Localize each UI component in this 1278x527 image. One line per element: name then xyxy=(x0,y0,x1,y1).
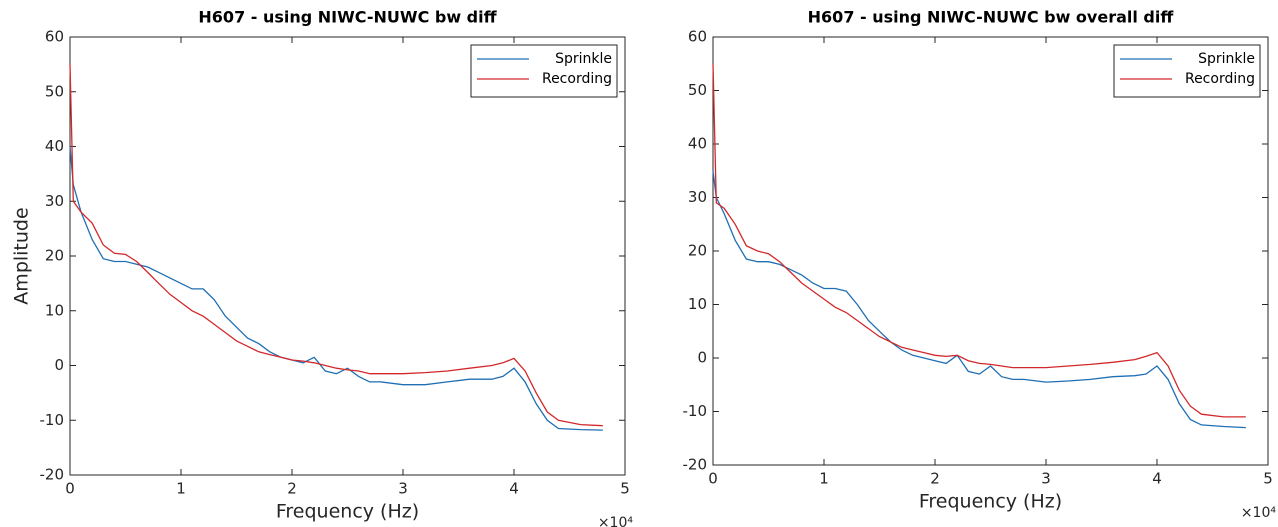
y-tick-label: 10 xyxy=(688,295,707,313)
series-line xyxy=(712,170,1246,429)
y-tick-label: -20 xyxy=(40,466,65,484)
x-tick-label: 0 xyxy=(65,480,75,498)
y-tick-label: 50 xyxy=(45,82,64,100)
chart: H607 - using NIWC-NUWC bw overall diff 0 1… xyxy=(683,8,1277,522)
y-axis-label: Amplitude xyxy=(11,207,33,304)
y-tick-label: 10 xyxy=(45,301,64,319)
series-line xyxy=(712,63,1246,418)
y-tick-label: 60 xyxy=(688,28,707,46)
x-tick-label: 4 xyxy=(1152,470,1162,488)
x-tick-label: 2 xyxy=(287,480,297,498)
x-tick-label: 2 xyxy=(930,470,940,488)
x-tick-label: 5 xyxy=(1263,470,1273,488)
x-tick-label: 3 xyxy=(398,480,408,498)
y-tick-label: -20 xyxy=(683,456,708,474)
plot-area xyxy=(712,36,1269,466)
chart: H607 - using NIWC-NUWC bw diff 0 1 2 3 4 5 -20 -… xyxy=(11,8,634,527)
plot-area xyxy=(69,36,626,476)
legend-label: Sprinkle xyxy=(555,51,612,67)
y-tick-label: 40 xyxy=(688,135,707,153)
legend-label: Recording xyxy=(1185,71,1255,87)
x-tick-label: 1 xyxy=(176,480,186,498)
y-tick-label: 0 xyxy=(697,349,707,367)
x-exponent-label: ×10⁴ xyxy=(1241,505,1277,521)
x-exponent-label: ×10⁴ xyxy=(598,515,634,527)
x-axis-label: Frequency (Hz) xyxy=(276,501,419,523)
x-tick-label: 4 xyxy=(509,480,519,498)
x-axis-label: Frequency (Hz) xyxy=(919,491,1062,513)
series-line xyxy=(69,64,603,427)
y-tick-label: 40 xyxy=(45,137,64,155)
legend-box xyxy=(1113,44,1261,98)
legend-label: Sprinkle xyxy=(1198,51,1255,67)
y-tick-label: 30 xyxy=(688,188,707,206)
x-tick-label: 1 xyxy=(819,470,829,488)
y-tick-label: 20 xyxy=(688,242,707,260)
y-tick-label: 60 xyxy=(45,28,64,46)
y-tick-label: -10 xyxy=(40,411,65,429)
y-tick-label: 50 xyxy=(688,81,707,99)
legend-label: Recording xyxy=(542,71,612,87)
chart-title: H607 - using NIWC-NUWC bw diff xyxy=(198,8,497,27)
legend-box xyxy=(470,44,618,98)
y-tick-label: 0 xyxy=(54,356,64,374)
chart-title: H607 - using NIWC-NUWC bw overall diff xyxy=(808,8,1175,27)
y-tick-label: 30 xyxy=(45,192,64,210)
y-tick-label: 20 xyxy=(45,247,64,265)
y-tick-label: -10 xyxy=(683,402,708,420)
x-tick-label: 5 xyxy=(620,480,630,498)
x-tick-label: 0 xyxy=(708,470,718,488)
x-tick-label: 3 xyxy=(1041,470,1051,488)
